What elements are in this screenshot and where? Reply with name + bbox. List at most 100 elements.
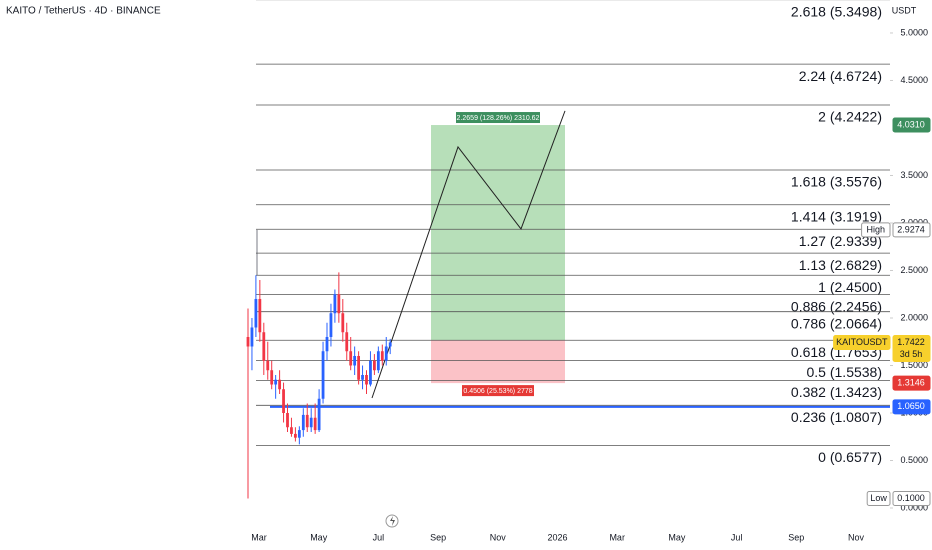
y-tick-label: 0.5000 xyxy=(900,455,928,465)
candle-body xyxy=(246,336,250,347)
candle-body xyxy=(317,398,321,431)
candle-body xyxy=(297,430,301,438)
x-tick-label: Jul xyxy=(731,532,743,542)
price-tag xyxy=(892,117,931,133)
candle-body xyxy=(266,360,270,371)
candle-body xyxy=(376,351,380,371)
price-tag xyxy=(892,222,931,238)
fib-label: 1 (2.4500) xyxy=(818,279,882,295)
fib-label: 0 (0.6577) xyxy=(818,449,882,465)
y-tick-label: 3.0000 xyxy=(900,217,928,227)
price-tag xyxy=(892,399,931,415)
target-zone xyxy=(431,125,565,341)
x-tick-label: Nov xyxy=(490,532,507,542)
y-tick-label: 5.0000 xyxy=(900,27,928,37)
price-caption: Low xyxy=(870,493,887,503)
price-caption-box xyxy=(861,222,891,238)
stop-zone xyxy=(431,340,565,384)
price-tag-label: 0.1000 xyxy=(897,493,925,503)
y-tick-label: 0.0000 xyxy=(900,502,928,512)
candle-body xyxy=(262,332,266,361)
fib-label: 1.618 (3.5576) xyxy=(791,174,882,190)
candle-body xyxy=(274,379,278,385)
x-tick-label: Sep xyxy=(430,532,446,542)
candle-body xyxy=(357,355,360,380)
price-caption-box xyxy=(833,334,891,350)
candle-body xyxy=(270,370,274,385)
candle-body xyxy=(384,346,388,361)
price-tag-label: 4.0310 xyxy=(897,119,925,129)
fib-label: 1.13 (2.6829) xyxy=(799,257,882,273)
fib-label: 1.414 (3.1919) xyxy=(791,208,882,224)
candle-body xyxy=(309,417,313,428)
y-tick-label: 2.0000 xyxy=(900,312,928,322)
price-caption: High xyxy=(867,224,886,234)
price-caption: KAITOUSDT xyxy=(836,337,888,347)
price-tag xyxy=(892,490,931,506)
price-caption-box xyxy=(866,490,891,506)
candle-body xyxy=(294,433,297,438)
projection-line xyxy=(371,110,566,399)
y-tick-label: 4.5000 xyxy=(900,75,928,85)
price-tag-label: 1.3146 xyxy=(897,377,925,387)
candle-body xyxy=(250,327,254,347)
price-tag-label: 2.9274 xyxy=(897,224,925,234)
fib-label: 2.24 (4.6724) xyxy=(799,68,882,84)
candle-body xyxy=(254,298,258,328)
price-tag xyxy=(892,334,931,362)
target-label: 2.2659 (128.26%) 2310.62 xyxy=(457,115,540,122)
stop-label: 0.4506 (25.53%) 2778 xyxy=(463,388,532,395)
x-tick-label: Mar xyxy=(609,532,625,542)
fib-label: 2.618 (5.3498) xyxy=(791,3,882,19)
y-tick-label: 1.5000 xyxy=(900,360,928,370)
candle-body xyxy=(388,342,392,347)
fib-label: 0.786 (2.0664) xyxy=(791,315,882,331)
candle-body xyxy=(313,417,317,431)
price-tag-sub: 3d 5h xyxy=(900,349,923,359)
fib-label: 0.886 (2.2456) xyxy=(791,298,882,314)
candle-body xyxy=(373,360,376,371)
fib-label: 0.382 (1.3423) xyxy=(791,384,882,400)
x-tick-label: May xyxy=(668,532,686,542)
candle-body xyxy=(329,313,333,337)
candle-body xyxy=(325,336,329,352)
chart-title: KAITO / TetherUS · 4D · BINANCE xyxy=(6,6,161,17)
fib-label: 2 (4.2422) xyxy=(818,109,882,125)
candle-body xyxy=(345,332,349,352)
y-tick-label: 3.5000 xyxy=(900,170,928,180)
event-icon-bolt xyxy=(390,516,395,526)
x-tick-label: May xyxy=(310,532,328,542)
candle-body xyxy=(305,414,309,428)
candle-body xyxy=(349,351,353,366)
candle-body xyxy=(321,351,325,399)
stop-label-box xyxy=(462,385,534,397)
candle-body xyxy=(301,414,305,431)
candle-body xyxy=(286,412,289,428)
y-tick-label: 2.5000 xyxy=(900,265,928,275)
candle-body xyxy=(258,298,262,333)
candle-body xyxy=(380,351,384,361)
x-tick-label: Jul xyxy=(373,532,385,542)
fib-label: 1.27 (2.9339) xyxy=(799,233,882,249)
fib-label: 0.236 (1.0807) xyxy=(791,409,882,425)
candle-body xyxy=(365,374,368,385)
x-tick-label: Sep xyxy=(788,532,804,542)
candle-body xyxy=(369,360,372,385)
candle-body xyxy=(341,313,345,333)
x-tick-label: Mar xyxy=(251,532,267,542)
candle-body xyxy=(290,427,293,434)
candle-body xyxy=(278,379,281,390)
candle-body xyxy=(361,374,364,380)
candle-body xyxy=(282,389,285,413)
x-tick-label: 2026 xyxy=(547,532,567,542)
candle-body xyxy=(337,294,341,314)
candle-body xyxy=(333,294,337,314)
x-tick-label: Nov xyxy=(848,532,865,542)
price-tag-label: 1.7422 xyxy=(897,337,925,347)
fib-label: 0.5 (1.5538) xyxy=(807,364,883,380)
price-tag xyxy=(892,375,931,391)
candle-body xyxy=(353,355,357,366)
target-label-box xyxy=(456,112,540,124)
y-unit: USDT xyxy=(892,5,917,15)
